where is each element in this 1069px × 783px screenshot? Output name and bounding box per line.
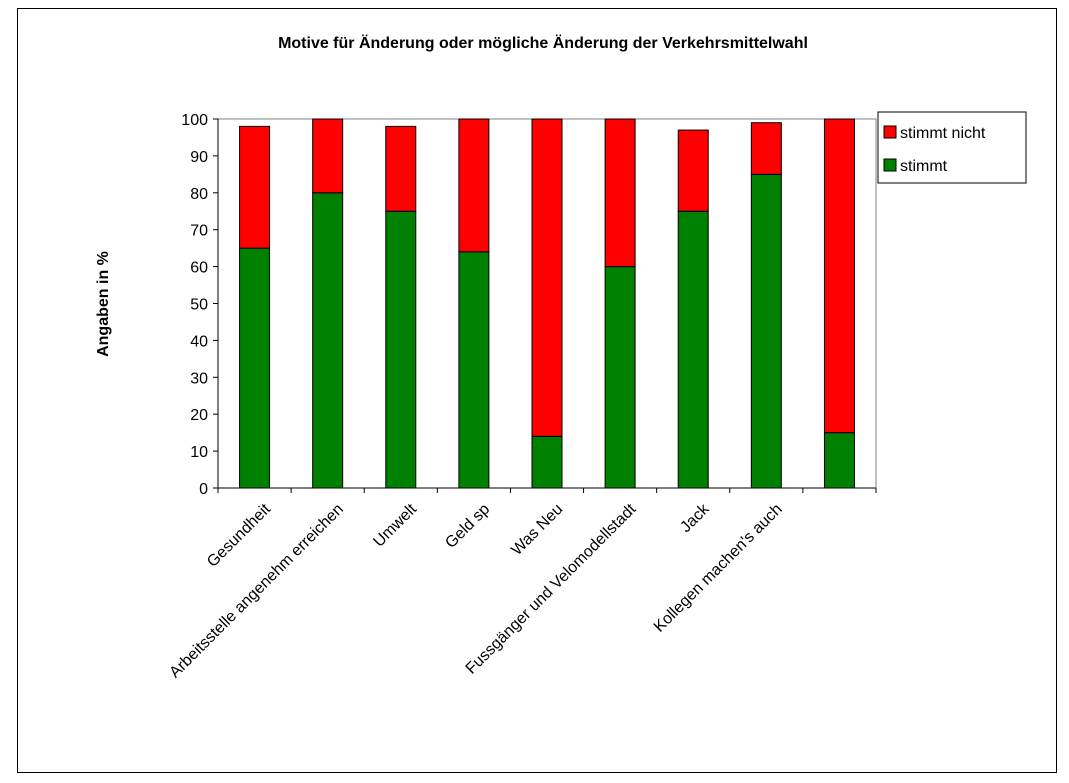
y-tick-label: 70 xyxy=(190,223,208,240)
bar-stimmt-nicht xyxy=(458,118,490,253)
legend-swatch-stimmt-nicht xyxy=(883,125,897,139)
y-tick-label: 40 xyxy=(190,333,208,350)
y-tick-label: 0 xyxy=(199,481,208,498)
legend-label-stimmt-nicht: stimmt nicht xyxy=(900,125,986,142)
bar-stimmt xyxy=(604,266,636,489)
bar-stimmt-nicht xyxy=(823,118,855,434)
chart-title: Motive für Änderung oder mögliche Änderu… xyxy=(278,34,808,52)
y-tick-label: 30 xyxy=(190,370,208,387)
bar-stimmt xyxy=(750,173,782,489)
legend: stimmt nicht stimmt xyxy=(877,111,1027,184)
x-category-label: Jack xyxy=(677,500,713,536)
bar-stimmt xyxy=(458,251,490,489)
bar-stimmt-nicht xyxy=(239,125,271,249)
x-category-label: Kollegen machen's auch xyxy=(651,501,786,636)
bar-stimmt-nicht xyxy=(604,118,636,268)
y-tick-label: 10 xyxy=(190,444,208,461)
y-tick-label: 60 xyxy=(190,260,208,277)
bar-stimmt xyxy=(312,192,344,489)
bar-stimmt xyxy=(823,432,855,489)
x-category-label: Geld sp xyxy=(442,501,493,552)
y-tick-label: 20 xyxy=(190,407,208,424)
y-axis-label: Angaben in % xyxy=(95,251,112,357)
y-tick-label: 90 xyxy=(190,149,208,166)
bar-stimmt-nicht xyxy=(385,125,417,212)
x-category-label: Umwelt xyxy=(370,500,420,550)
bar-stimmt xyxy=(531,435,563,489)
bar-stimmt-nicht xyxy=(312,118,344,194)
bar-stimmt xyxy=(239,247,271,489)
bar-stimmt-nicht xyxy=(677,129,709,212)
y-tick-label: 80 xyxy=(190,186,208,203)
y-tick-label: 50 xyxy=(190,297,208,314)
bar-stimmt xyxy=(385,210,417,489)
y-tick-label: 100 xyxy=(181,112,208,129)
bar-stimmt-nicht xyxy=(750,122,782,175)
bar-stimmt xyxy=(677,210,709,489)
legend-swatch-stimmt xyxy=(883,158,897,172)
x-category-label: Gesundheit xyxy=(204,500,274,570)
bar-stimmt-nicht xyxy=(531,118,563,437)
legend-label-stimmt: stimmt xyxy=(900,158,948,175)
plot-area: 0102030405060708090100GesundheitArbeitss… xyxy=(166,112,877,681)
legend-box xyxy=(877,111,1027,184)
x-category-label: Was Neu xyxy=(508,501,566,559)
